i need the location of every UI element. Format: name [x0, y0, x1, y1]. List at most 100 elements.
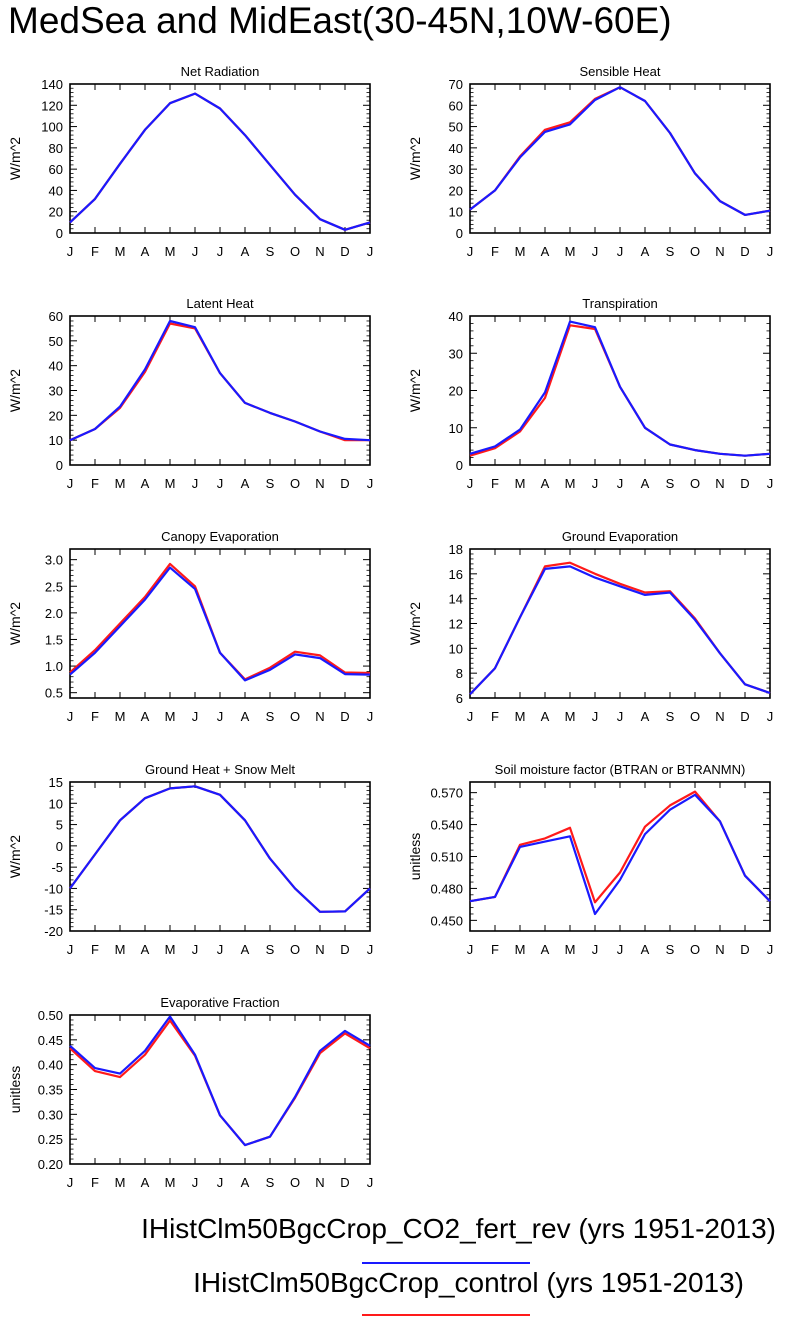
- x-tick-label-soil-moisture-factor-btran-or-btranmn: J: [592, 942, 599, 957]
- y-tick-label-transpiration: 10: [449, 421, 463, 436]
- x-tick-label-sensible-heat: A: [541, 244, 550, 259]
- x-tick-label-sensible-heat: F: [491, 244, 499, 259]
- x-tick-label-ground-heat-snow-melt: M: [115, 942, 126, 957]
- series-line-control-latent-heat: [69, 322, 370, 442]
- series-line-control-evaporative-fraction: [69, 1019, 371, 1147]
- y-tick-label-net-radiation: 80: [49, 141, 63, 156]
- y-tick-label-soil-moisture-factor-btran-or-btranmn: 0.540: [430, 818, 463, 833]
- x-tick-label-ground-heat-snow-melt: A: [241, 942, 250, 957]
- x-tick-label-latent-heat: J: [67, 476, 74, 491]
- x-tick-label-canopy-evaporation: D: [340, 709, 349, 724]
- x-tick-label-ground-evaporation: A: [641, 709, 650, 724]
- y-tick-label-net-radiation: 120: [41, 98, 63, 113]
- x-tick-label-evaporative-fraction: J: [217, 1175, 224, 1190]
- y-tick-label-evaporative-fraction: 0.25: [38, 1132, 63, 1147]
- x-tick-label-transpiration: M: [515, 476, 526, 491]
- chart-title-canopy-evaporation: Canopy Evaporation: [161, 529, 279, 544]
- x-tick-label-soil-moisture-factor-btran-or-btranmn: F: [491, 942, 499, 957]
- x-tick-label-ground-evaporation: J: [767, 709, 774, 724]
- chart-title-ground-evaporation: Ground Evaporation: [562, 529, 678, 544]
- y-tick-label-ground-heat-snow-melt: -5: [51, 860, 63, 875]
- plot-frame-latent-heat: [69, 315, 371, 466]
- y-tick-label-ground-evaporation: 8: [456, 666, 463, 681]
- x-tick-label-soil-moisture-factor-btran-or-btranmn: J: [467, 942, 474, 957]
- y-tick-label-ground-heat-snow-melt: -15: [44, 903, 63, 918]
- y-tick-label-ground-evaporation: 16: [449, 567, 463, 582]
- y-tick-label-latent-heat: 30: [49, 384, 63, 399]
- x-tick-label-canopy-evaporation: J: [67, 709, 74, 724]
- x-tick-label-ground-heat-snow-melt: S: [266, 942, 275, 957]
- x-tick-label-ground-evaporation: A: [541, 709, 550, 724]
- x-tick-label-latent-heat: N: [315, 476, 324, 491]
- x-tick-label-canopy-evaporation: J: [192, 709, 199, 724]
- y-tick-label-sensible-heat: 30: [449, 162, 463, 177]
- x-tick-label-transpiration: N: [715, 476, 724, 491]
- series-line-co2-fert-ground-evaporation: [469, 565, 771, 696]
- x-tick-label-soil-moisture-factor-btran-or-btranmn: A: [541, 942, 550, 957]
- x-tick-label-net-radiation: J: [67, 244, 74, 259]
- x-tick-label-sensible-heat: J: [592, 244, 599, 259]
- x-tick-label-net-radiation: A: [241, 244, 250, 259]
- x-tick-label-evaporative-fraction: J: [67, 1175, 74, 1190]
- y-axis-label-soil-moisture-factor-btran-or-btranmn: unitless: [407, 833, 423, 880]
- x-tick-label-transpiration: M: [565, 476, 576, 491]
- x-tick-label-latent-heat: J: [217, 476, 224, 491]
- y-tick-label-sensible-heat: 50: [449, 120, 463, 135]
- x-tick-label-canopy-evaporation: A: [241, 709, 250, 724]
- series-line-control-transpiration: [469, 324, 771, 457]
- x-tick-label-ground-evaporation: F: [491, 709, 499, 724]
- x-tick-label-evaporative-fraction: D: [340, 1175, 349, 1190]
- y-tick-label-canopy-evaporation: 1.0: [45, 659, 63, 674]
- y-tick-label-latent-heat: 20: [49, 408, 63, 423]
- x-tick-label-soil-moisture-factor-btran-or-btranmn: O: [690, 942, 700, 957]
- x-tick-label-net-radiation: M: [115, 244, 126, 259]
- x-tick-label-ground-heat-snow-melt: D: [340, 942, 349, 957]
- chart-title-net-radiation: Net Radiation: [181, 64, 260, 79]
- page-title: MedSea and MidEast(30-45N,10W-60E): [8, 0, 672, 41]
- x-tick-label-ground-heat-snow-melt: J: [217, 942, 224, 957]
- y-axis-label-net-radiation: W/m^2: [7, 137, 23, 180]
- x-tick-label-latent-heat: F: [91, 476, 99, 491]
- x-tick-label-net-radiation: F: [91, 244, 99, 259]
- x-tick-label-net-radiation: N: [315, 244, 324, 259]
- x-tick-label-sensible-heat: D: [740, 244, 749, 259]
- y-tick-label-sensible-heat: 60: [449, 98, 463, 113]
- x-tick-label-sensible-heat: A: [641, 244, 650, 259]
- y-tick-label-canopy-evaporation: 0.5: [45, 686, 63, 701]
- y-tick-label-latent-heat: 40: [49, 359, 63, 374]
- x-tick-label-latent-heat: A: [241, 476, 250, 491]
- y-tick-label-sensible-heat: 20: [449, 183, 463, 198]
- y-tick-label-soil-moisture-factor-btran-or-btranmn: 0.450: [430, 913, 463, 928]
- series-line-control-sensible-heat: [469, 86, 771, 216]
- y-tick-label-ground-heat-snow-melt: -20: [44, 924, 63, 939]
- x-tick-label-ground-evaporation: J: [617, 709, 624, 724]
- x-tick-label-soil-moisture-factor-btran-or-btranmn: A: [641, 942, 650, 957]
- plot-frame-net-radiation: [69, 83, 371, 234]
- x-tick-label-ground-evaporation: J: [467, 709, 474, 724]
- plot-frame-ground-heat-snow-melt: [69, 781, 371, 932]
- y-tick-label-net-radiation: 100: [41, 120, 63, 135]
- x-tick-label-canopy-evaporation: M: [165, 709, 176, 724]
- x-tick-label-latent-heat: M: [165, 476, 176, 491]
- x-tick-label-ground-heat-snow-melt: N: [315, 942, 324, 957]
- x-tick-label-evaporative-fraction: A: [141, 1175, 150, 1190]
- y-axis-label-ground-heat-snow-melt: W/m^2: [7, 835, 23, 878]
- y-tick-label-sensible-heat: 0: [456, 226, 463, 241]
- x-tick-label-soil-moisture-factor-btran-or-btranmn: D: [740, 942, 749, 957]
- x-tick-label-transpiration: A: [641, 476, 650, 491]
- y-tick-label-canopy-evaporation: 3.0: [45, 553, 63, 568]
- y-tick-label-canopy-evaporation: 2.5: [45, 579, 63, 594]
- plot-frame-evaporative-fraction: [69, 1014, 371, 1165]
- x-tick-label-ground-heat-snow-melt: J: [67, 942, 74, 957]
- y-tick-label-ground-evaporation: 18: [449, 542, 463, 557]
- x-tick-label-ground-evaporation: S: [666, 709, 675, 724]
- y-tick-label-latent-heat: 10: [49, 433, 63, 448]
- x-tick-label-evaporative-fraction: N: [315, 1175, 324, 1190]
- y-tick-label-latent-heat: 60: [49, 309, 63, 324]
- chart-title-latent-heat: Latent Heat: [186, 296, 254, 311]
- y-tick-label-evaporative-fraction: 0.20: [38, 1157, 63, 1172]
- y-tick-label-canopy-evaporation: 2.0: [45, 606, 63, 621]
- y-tick-label-ground-evaporation: 14: [449, 592, 463, 607]
- y-tick-label-transpiration: 30: [449, 346, 463, 361]
- y-tick-label-ground-heat-snow-melt: 10: [49, 796, 63, 811]
